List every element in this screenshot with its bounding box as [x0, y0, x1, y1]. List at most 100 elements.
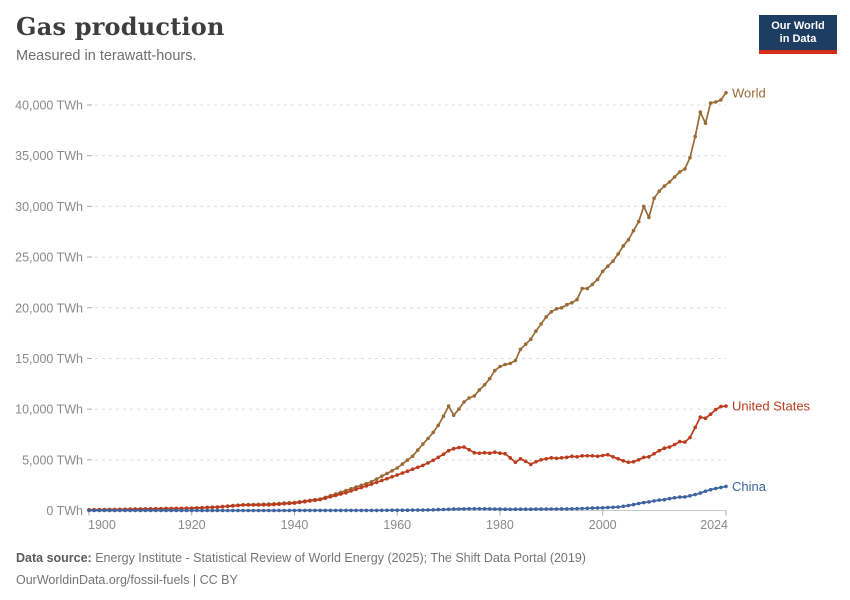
x-axis-label: 1980	[486, 518, 514, 532]
series-point-china	[626, 503, 631, 508]
series-point-united-states	[349, 489, 353, 493]
series-point-united-states	[333, 493, 338, 498]
series-point-world	[585, 286, 590, 291]
series-point-united-states	[600, 453, 605, 458]
series-point-china	[148, 508, 153, 513]
series-point-china	[87, 508, 91, 513]
series-point-world	[667, 180, 672, 184]
series-point-world	[713, 100, 718, 104]
series-point-china	[292, 508, 297, 513]
y-axis-label: 40,000 TWh	[15, 99, 83, 113]
series-point-world	[652, 196, 656, 201]
series-point-china	[189, 508, 194, 513]
series-point-united-states	[549, 456, 554, 460]
series-point-united-states	[359, 485, 364, 490]
series-point-world	[508, 361, 512, 366]
series-point-world	[477, 388, 482, 392]
series-point-china	[611, 505, 615, 510]
series-point-world	[451, 413, 456, 418]
x-axis-label: 1920	[178, 518, 206, 532]
series-point-united-states	[708, 412, 713, 417]
series-point-united-states	[462, 445, 466, 449]
series-point-china	[405, 508, 410, 512]
series-point-china	[508, 507, 512, 512]
series-point-china	[559, 507, 564, 511]
series-point-united-states	[287, 501, 292, 506]
series-point-china	[102, 508, 107, 513]
series-point-china	[246, 508, 251, 513]
series-point-united-states	[688, 435, 692, 440]
series-point-united-states	[380, 478, 384, 483]
series-point-china	[349, 508, 353, 513]
series-point-world	[493, 368, 497, 373]
owid-logo-line2: in Data	[779, 33, 817, 45]
series-point-world	[595, 277, 600, 282]
series-point-united-states	[344, 491, 348, 495]
series-point-united-states	[498, 451, 502, 456]
series-point-united-states	[477, 451, 482, 456]
series-point-china	[261, 508, 266, 513]
series-point-china	[631, 502, 636, 507]
series-point-world	[662, 184, 667, 188]
series-point-china	[585, 506, 590, 511]
series-point-china	[195, 508, 199, 513]
series-point-united-states	[724, 404, 728, 408]
series-point-china	[200, 508, 204, 513]
series-point-china	[590, 506, 595, 510]
owid-logo[interactable]: Our World in Data	[759, 15, 837, 54]
series-point-united-states	[559, 456, 564, 460]
series-point-china	[174, 508, 179, 513]
series-point-china	[385, 508, 389, 513]
series-point-china	[636, 501, 641, 506]
series-point-world	[600, 269, 605, 274]
series-point-united-states	[261, 503, 266, 507]
series-point-united-states	[672, 442, 677, 447]
series-point-united-states	[282, 502, 287, 506]
series-point-world	[400, 462, 405, 466]
series-point-united-states	[405, 469, 410, 474]
series-point-united-states	[616, 457, 620, 461]
series-point-china	[446, 507, 451, 512]
series-point-world	[672, 175, 677, 179]
series-point-world	[575, 297, 579, 302]
series-point-united-states	[585, 454, 590, 458]
series-point-united-states	[508, 456, 512, 460]
citation-line[interactable]: OurWorldinData.org/fossil-fuels | CC BY	[16, 573, 238, 587]
series-point-china	[457, 507, 461, 511]
series-point-world	[678, 170, 682, 174]
series-point-united-states	[369, 482, 374, 486]
series-point-united-states	[493, 450, 497, 455]
series-point-china	[123, 508, 127, 513]
y-axis-label: 10,000 TWh	[15, 403, 83, 417]
series-point-world	[421, 442, 425, 446]
series-line-world	[88, 92, 727, 511]
series-point-united-states	[205, 505, 209, 510]
series-point-world	[529, 337, 533, 342]
series-point-united-states	[595, 454, 600, 459]
series-point-united-states	[544, 457, 548, 461]
series-point-china	[688, 494, 692, 498]
y-axis-label: 5,000 TWh	[22, 453, 83, 467]
series-point-china	[390, 508, 394, 512]
series-point-world	[405, 458, 410, 462]
series-point-china	[225, 508, 230, 513]
series-point-united-states	[297, 500, 302, 505]
series-point-china	[652, 499, 656, 503]
series-point-world	[482, 383, 487, 387]
series-point-united-states	[647, 455, 651, 459]
series-point-china	[374, 508, 379, 513]
series-point-united-states	[631, 460, 636, 464]
series-point-united-states	[667, 445, 672, 449]
series-point-united-states	[267, 503, 271, 507]
series-point-china	[112, 508, 117, 513]
series-point-united-states	[246, 503, 251, 507]
series-point-world	[426, 436, 430, 441]
series-point-united-states	[513, 460, 518, 465]
series-point-united-states	[441, 452, 446, 457]
series-point-united-states	[323, 496, 328, 501]
series-point-united-states	[611, 455, 615, 459]
series-point-world	[703, 121, 708, 125]
series-point-united-states	[575, 455, 579, 459]
